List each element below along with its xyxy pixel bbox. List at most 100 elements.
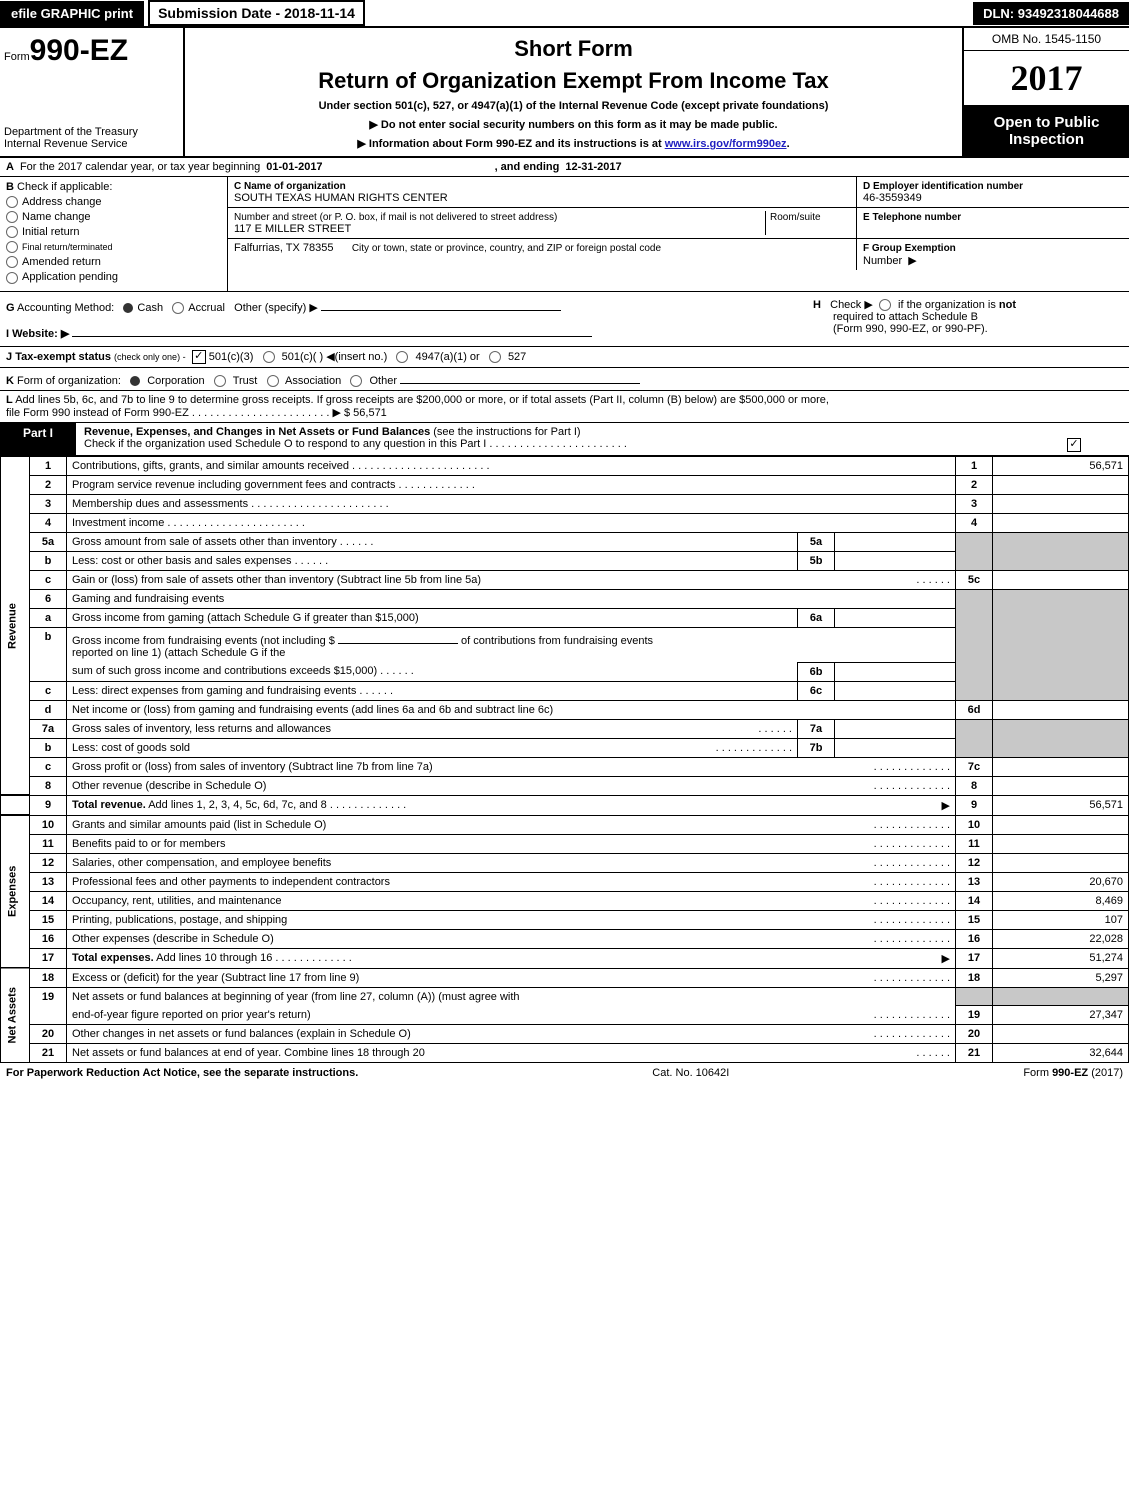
l10-num: 10 [30,815,67,834]
line-c-city-label: City or town, state or province, country… [352,243,661,254]
chk-amended-return[interactable] [6,256,18,268]
chk-501c3[interactable] [192,350,206,364]
open-to-public: Open to Public Inspection [964,106,1129,156]
footer-right-suffix: (2017) [1088,1067,1123,1079]
line-f-label2: Number [863,255,902,267]
row-19-2: end-of-year figure reported on prior yea… [1,1006,1129,1025]
dln-box: DLN: 93492318044688 [973,2,1129,25]
dept-treasury: Department of the Treasury [4,126,179,138]
chk-527[interactable] [489,351,501,363]
opt-application-pending: Application pending [22,271,118,283]
l2-box: 2 [956,475,993,494]
l6-text: Gaming and fundraising events [67,589,956,608]
l21-amt: 32,644 [993,1044,1129,1063]
l5a-num: 5a [30,532,67,551]
chk-final-return[interactable] [6,241,18,253]
l12-box: 12 [956,853,993,872]
line-h-letter: H [813,299,821,311]
l6b-dots [377,665,414,677]
l6d-num: d [30,700,67,719]
footer-right-form: 990-EZ [1052,1067,1088,1079]
other-org-blank [400,371,640,384]
open-public-line1: Open to Public [968,114,1125,131]
part1-title: Revenue, Expenses, and Changes in Net As… [84,426,430,438]
row-10: Expenses 10 Grants and similar amounts p… [1,815,1129,834]
line-e-label: Telephone number [872,212,961,223]
line-c-addr-label: Number and street (or P. O. box, if mail… [234,212,557,223]
l4-num: 4 [30,513,67,532]
l7c-box: 7c [956,757,993,776]
l14-text: Occupancy, rent, utilities, and maintena… [72,895,282,907]
opt-cash: Cash [137,302,163,314]
l19-text2: end-of-year figure reported on prior yea… [72,1009,311,1021]
line-f-letter: F [863,243,869,254]
radio-accrual[interactable] [172,302,184,314]
l8-num: 8 [30,776,67,795]
l19-text: Net assets or fund balances at beginning… [67,987,956,1006]
l6c-dots [356,685,393,697]
l6a-num: a [30,608,67,627]
l11-amt [993,834,1129,853]
l19-amt: 27,347 [993,1006,1129,1025]
main-title: Return of Organization Exempt From Incom… [195,68,952,94]
chk-501c[interactable] [263,351,275,363]
line-c-name-label: Name of organization [244,181,346,192]
row-2: 2 Program service revenue including gove… [1,475,1129,494]
opt-initial-return: Initial return [22,226,79,238]
line-l-dots [192,407,330,419]
radio-cash[interactable] [123,303,133,313]
l6d-text: Net income or (loss) from gaming and fun… [67,700,956,719]
l19-box: 19 [956,1006,993,1025]
chk-association[interactable] [267,375,279,387]
chk-corporation[interactable] [130,376,140,386]
expenses-side-label: Expenses [1,815,30,968]
info-link[interactable]: www.irs.gov/form990ez [665,138,787,150]
chk-initial-return[interactable] [6,226,18,238]
l19-num: 19 [30,987,67,1025]
l13-amt: 20,670 [993,872,1129,891]
l9-text-bold: Total revenue. [72,799,146,811]
footer-center: Cat. No. 10642I [652,1067,729,1079]
l6-num: 6 [30,589,67,608]
website-blank [72,324,592,337]
l9-amt: 56,571 [993,795,1129,815]
line-j-check-only: (check only one) - [114,352,186,362]
opt-corporation: Corporation [147,375,204,387]
l10-amt [993,815,1129,834]
l17-text-bold: Total expenses. [72,952,154,964]
l3-dots [248,498,389,510]
chk-name-change[interactable] [6,211,18,223]
l12-num: 12 [30,853,67,872]
line-f-arrow: ▶ [908,255,916,267]
l3-text: Membership dues and assessments [72,498,248,510]
chk-trust[interactable] [214,375,226,387]
efile-print-button[interactable]: efile GRAPHIC print [0,1,144,26]
chk-address-change[interactable] [6,196,18,208]
chk-other-org[interactable] [350,375,362,387]
line-f: F Group Exemption Number ▶ [857,239,1129,270]
line-e: E Telephone number [857,208,1129,238]
submission-date-label: Submission Date - [158,5,284,21]
l7a-text: Gross sales of inventory, less returns a… [72,723,331,735]
l7c-num: c [30,757,67,776]
l7b-num: b [30,738,67,757]
l18-amt: 5,297 [993,968,1129,987]
chk-application-pending[interactable] [6,272,18,284]
l10-box: 10 [956,815,993,834]
chk-h[interactable] [879,299,891,311]
l14-num: 14 [30,891,67,910]
l14-box: 14 [956,891,993,910]
city-value: Falfurrias, TX 78355 [234,242,333,254]
l11-dots [874,838,950,850]
row-6: 6 Gaming and fundraising events [1,589,1129,608]
row-19-1: 19 Net assets or fund balances at beginn… [1,987,1129,1006]
revenue-side-label: Revenue [1,456,30,795]
chk-schedule-o[interactable] [1067,438,1081,452]
l1-amt: 56,571 [993,456,1129,475]
l17-text: Add lines 10 through 16 [154,952,273,964]
l20-num: 20 [30,1025,67,1044]
row-3: 3 Membership dues and assessments 3 [1,494,1129,513]
opt-amended-return: Amended return [22,256,101,268]
chk-4947[interactable] [396,351,408,363]
l1-dots [349,460,490,472]
